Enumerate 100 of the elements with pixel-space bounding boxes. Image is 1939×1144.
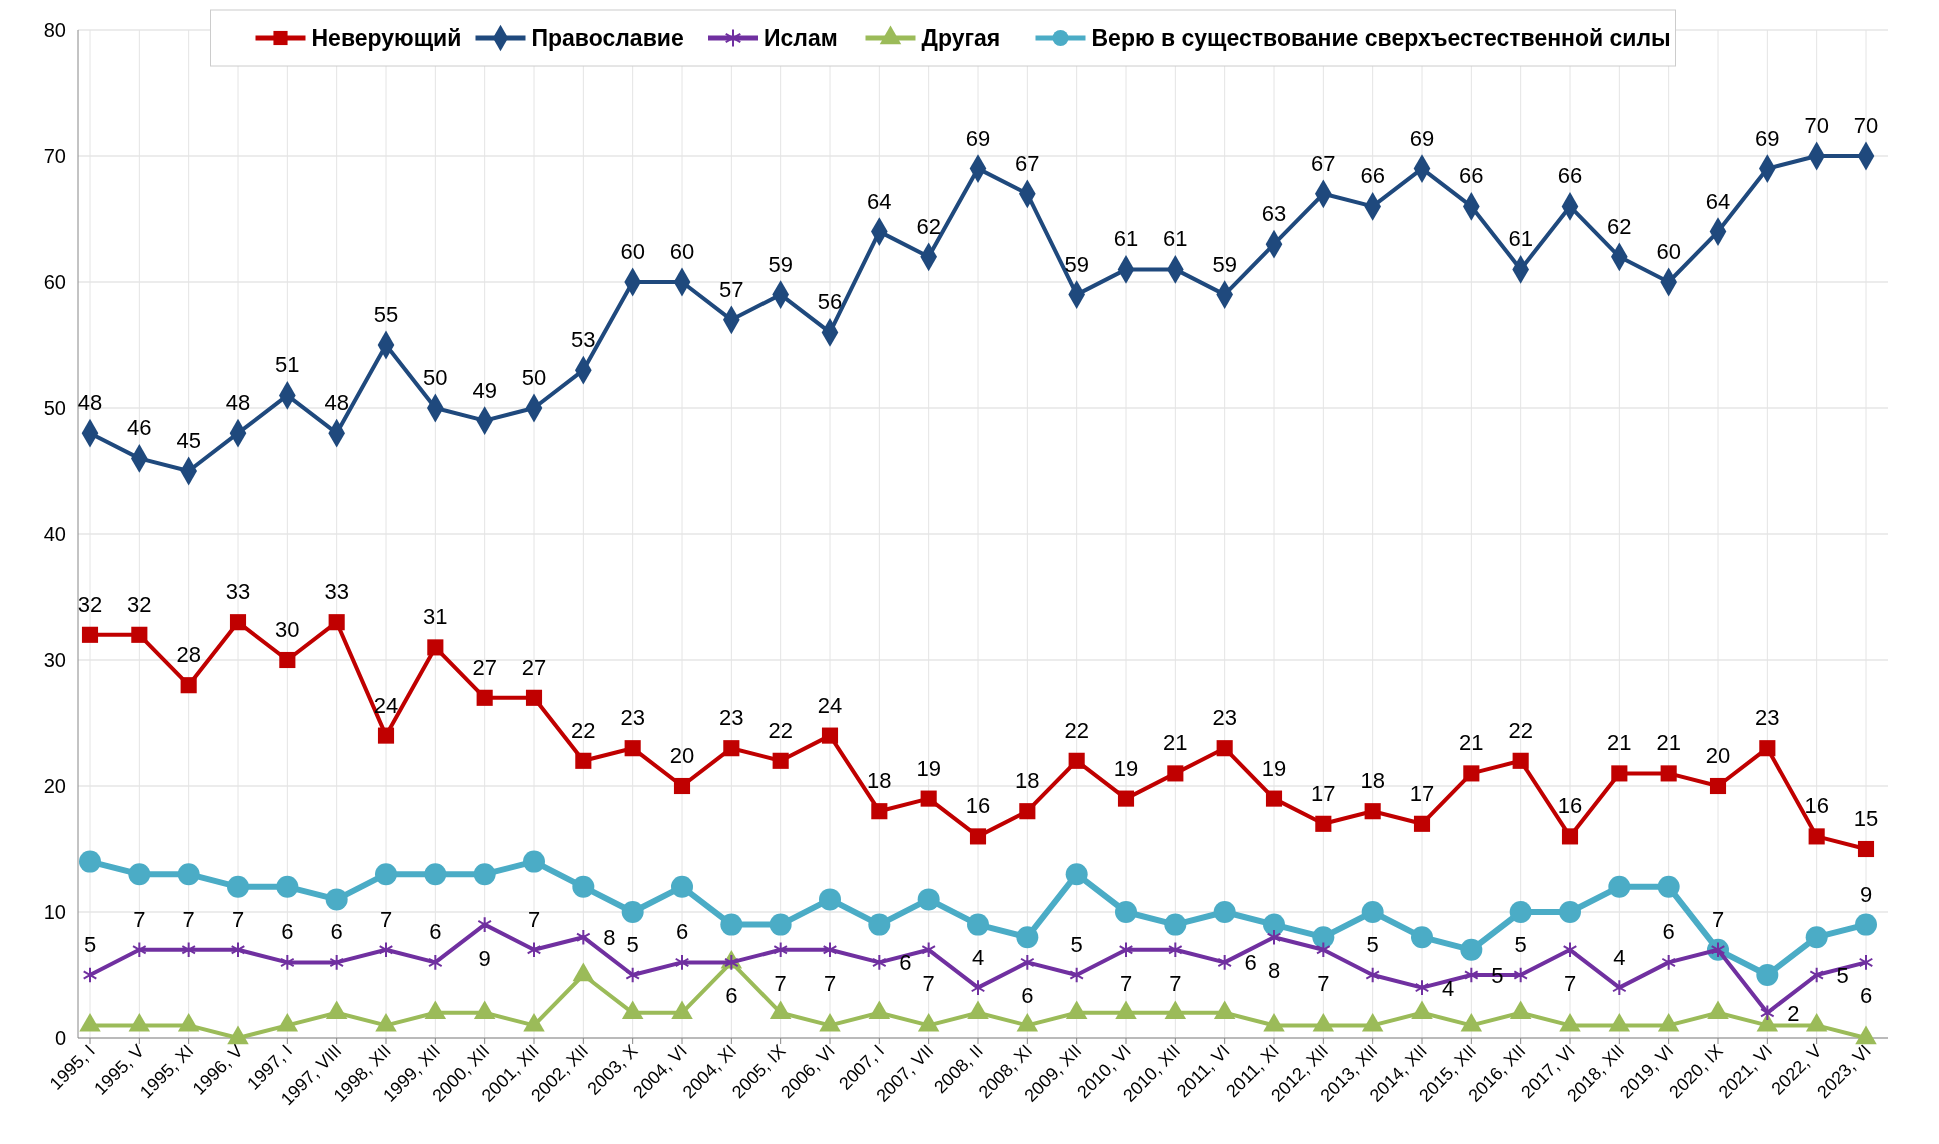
point xyxy=(1509,901,1532,923)
data-label: 69 xyxy=(965,125,991,151)
data-label: 59 xyxy=(768,251,793,277)
point xyxy=(572,875,595,898)
data-label: 4 xyxy=(1441,975,1455,1001)
data-label: 31 xyxy=(423,604,448,630)
data-label: 50 xyxy=(521,365,547,390)
data-label: 51 xyxy=(275,352,300,378)
data-label: 60 xyxy=(1656,239,1681,264)
data-label: 5 xyxy=(1836,963,1849,988)
data-label: 56 xyxy=(817,289,843,315)
point xyxy=(1661,954,1676,971)
data-label: 8 xyxy=(603,925,616,951)
data-label: 45 xyxy=(176,428,201,453)
data-label: 57 xyxy=(719,276,744,302)
data-label: 19 xyxy=(1113,755,1139,781)
point xyxy=(325,888,348,911)
y-tick-label: 50 xyxy=(43,397,66,419)
data-label: 59 xyxy=(1064,251,1089,277)
point xyxy=(279,651,296,669)
data-label: 23 xyxy=(620,705,645,731)
point xyxy=(1709,777,1727,795)
point xyxy=(575,752,592,769)
point xyxy=(1168,941,1183,959)
point xyxy=(526,941,542,959)
data-label: 69 xyxy=(1409,125,1435,151)
data-label: 6 xyxy=(281,919,294,945)
point xyxy=(624,740,641,757)
data-label: 16 xyxy=(965,793,991,819)
point xyxy=(967,913,989,936)
point xyxy=(1411,926,1433,949)
data-label: 19 xyxy=(1261,755,1287,781)
point xyxy=(1657,875,1680,898)
point xyxy=(1216,740,1233,757)
point xyxy=(671,875,693,898)
data-label: 8 xyxy=(1267,958,1281,984)
point xyxy=(1312,926,1335,949)
point xyxy=(227,875,249,898)
point xyxy=(1612,979,1627,996)
data-label: 21 xyxy=(1459,730,1484,756)
point xyxy=(131,626,148,643)
point xyxy=(1561,828,1579,845)
point xyxy=(872,954,887,971)
point xyxy=(1464,966,1479,984)
data-label: 66 xyxy=(1557,163,1583,189)
point xyxy=(1611,765,1628,782)
data-label: 27 xyxy=(521,654,547,680)
point xyxy=(1660,765,1677,782)
data-label: 20 xyxy=(1705,743,1731,768)
data-label: 6 xyxy=(899,950,912,976)
point xyxy=(128,863,151,886)
data-label: 48 xyxy=(324,390,349,416)
point xyxy=(181,941,196,959)
data-label: 48 xyxy=(77,390,103,416)
point xyxy=(1857,840,1875,858)
data-label: 21 xyxy=(1163,730,1188,756)
point xyxy=(1118,941,1134,959)
point xyxy=(525,689,543,706)
point xyxy=(720,913,743,936)
point xyxy=(576,928,591,946)
data-label: 64 xyxy=(1705,188,1731,214)
data-label: 21 xyxy=(1656,730,1681,756)
data-label: 5 xyxy=(626,932,639,957)
data-label: 16 xyxy=(1557,793,1583,819)
data-label: 7 xyxy=(182,906,195,932)
data-label: 5 xyxy=(1070,932,1083,957)
point xyxy=(1266,928,1282,946)
data-label: 7 xyxy=(823,970,837,996)
data-label: 7 xyxy=(379,906,393,932)
data-label: 33 xyxy=(225,579,251,605)
data-label: 70 xyxy=(1853,113,1879,138)
point xyxy=(819,888,841,911)
data-label: 24 xyxy=(817,692,843,718)
y-tick-label: 10 xyxy=(43,901,66,923)
data-label: 23 xyxy=(1212,705,1237,731)
point xyxy=(1164,913,1187,936)
point xyxy=(428,954,443,971)
data-label: 7 xyxy=(1169,970,1182,996)
data-label: 18 xyxy=(867,768,892,794)
data-label: 17 xyxy=(1409,780,1435,806)
data-label: 9 xyxy=(478,945,491,971)
point xyxy=(1365,966,1380,984)
data-label: 49 xyxy=(472,377,497,403)
point xyxy=(917,888,940,911)
data-label: 32 xyxy=(77,591,103,617)
data-label: 6 xyxy=(1244,950,1257,976)
data-label: 7 xyxy=(1119,970,1133,996)
y-tick-label: 30 xyxy=(43,649,66,671)
point xyxy=(1217,954,1232,971)
data-label: 5 xyxy=(83,932,97,957)
data-label: 70 xyxy=(1804,113,1829,138)
point xyxy=(476,689,493,706)
data-label: 7 xyxy=(527,906,541,932)
data-label: 62 xyxy=(1607,213,1632,239)
data-label: 61 xyxy=(1508,226,1533,252)
point xyxy=(378,941,394,959)
point xyxy=(1858,954,1874,971)
point xyxy=(1513,966,1528,984)
data-label: 61 xyxy=(1113,226,1139,252)
point xyxy=(772,752,789,769)
